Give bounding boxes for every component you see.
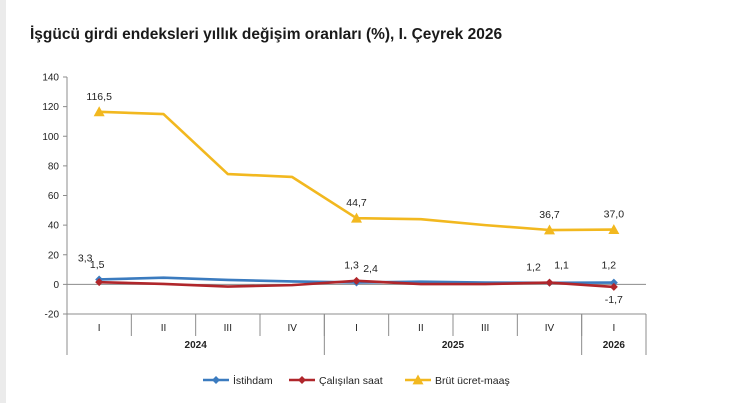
- x-category-label: III: [481, 323, 489, 334]
- data-label: 3,3: [78, 252, 93, 264]
- x-category-label: IV: [287, 323, 297, 334]
- data-label: 36,7: [539, 209, 560, 221]
- x-category-label: I: [355, 323, 358, 334]
- data-point-2: [351, 212, 362, 223]
- data-label: 1,1: [554, 260, 569, 272]
- data-label: 2,4: [363, 263, 378, 275]
- data-label: 37,0: [604, 209, 625, 221]
- y-tick-label: 140: [42, 73, 59, 84]
- legend-label: Çalışılan saat: [319, 375, 383, 387]
- data-point-1: [609, 282, 618, 291]
- legend-marker: [298, 376, 306, 384]
- data-point-2: [93, 106, 105, 117]
- year-label: 2025: [442, 340, 465, 351]
- data-point-1: [352, 276, 361, 285]
- x-category-label: II: [418, 323, 424, 334]
- y-tick-label: 100: [42, 132, 59, 143]
- data-label: 1,3: [344, 259, 359, 271]
- legend-marker: [212, 376, 220, 384]
- series-line-2: [99, 110, 614, 232]
- y-tick-label: 40: [48, 221, 60, 232]
- data-point-0: [609, 278, 618, 287]
- legend-marker: [412, 374, 424, 385]
- data-point-1: [95, 278, 104, 287]
- x-category-label: II: [161, 323, 167, 334]
- y-tick-label: 20: [48, 250, 60, 261]
- legend-label: İstihdam: [233, 374, 273, 387]
- year-label: 2024: [185, 340, 208, 351]
- y-tick-label: -20: [45, 310, 60, 321]
- y-tick-label: 60: [48, 191, 60, 202]
- y-tick-label: 0: [53, 280, 59, 291]
- data-point-2: [544, 224, 555, 235]
- chart-title: İşgücü girdi endeksleri yıllık değişim o…: [30, 26, 503, 43]
- x-category-label: I: [98, 323, 101, 334]
- left-edge-strip: [0, 0, 6, 403]
- data-point-1: [545, 278, 554, 287]
- data-point-2: [608, 224, 620, 234]
- x-category-label: I: [612, 323, 615, 334]
- data-label: 116,5: [86, 91, 112, 103]
- y-tick-label: 80: [48, 161, 60, 172]
- legend-label: Brüt ücret-maaş: [435, 375, 510, 387]
- x-category-label: IV: [545, 323, 555, 334]
- data-label: 1,5: [90, 259, 105, 271]
- data-label: -1,7: [605, 294, 623, 306]
- year-label: 2026: [603, 340, 626, 351]
- data-label: 44,7: [346, 197, 367, 209]
- y-tick-label: 120: [42, 102, 59, 113]
- x-category-label: III: [224, 323, 232, 334]
- data-label: 1,2: [602, 260, 617, 272]
- data-label: 1,2: [526, 262, 541, 274]
